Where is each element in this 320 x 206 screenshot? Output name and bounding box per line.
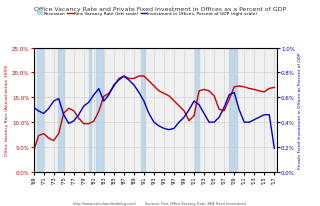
- Text: http://www.calculatedriskblog.com/        Sources: Reis Office Vacancy Rate, BEA: http://www.calculatedriskblog.com/ Sourc…: [73, 201, 247, 205]
- Y-axis label: Office Vacancy Rate (Annual before 1999): Office Vacancy Rate (Annual before 1999): [5, 65, 9, 156]
- Bar: [58, 48, 64, 172]
- Bar: [89, 48, 91, 172]
- Y-axis label: Private Fixed Investment in Offices as Percent of GDP: Private Fixed Investment in Offices as P…: [298, 52, 302, 168]
- Text: Office Vacancy Rate and Private Fixed Investment in Offices as a Percent of GDP: Office Vacancy Rate and Private Fixed In…: [34, 7, 286, 12]
- Bar: [195, 48, 199, 172]
- Bar: [96, 48, 103, 172]
- Bar: [229, 48, 237, 172]
- Legend: Recession, Reis Vacancy Rate (left scale), Investment in Offices, Percent of GDP: Recession, Reis Vacancy Rate (left scale…: [36, 11, 258, 17]
- Bar: [37, 48, 43, 172]
- Bar: [141, 48, 145, 172]
